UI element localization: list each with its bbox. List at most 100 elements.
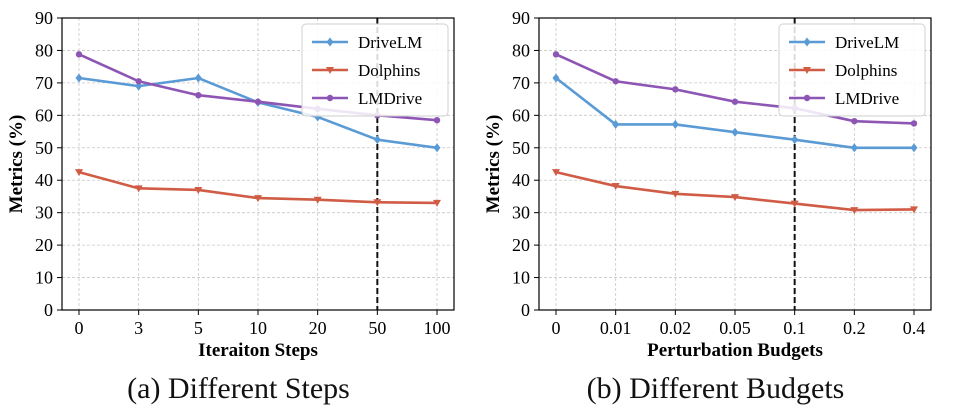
budgets-legend: DriveLM Dolphins LMDrive bbox=[778, 23, 926, 117]
budgets-legend-label: DriveLM bbox=[835, 33, 899, 52]
steps-y-axis-label: Metrics (%) bbox=[6, 115, 27, 214]
steps-legend-marker bbox=[326, 67, 334, 74]
budgets-xtick-label: 0.2 bbox=[843, 318, 866, 338]
budgets-ytick-label: 0 bbox=[521, 300, 530, 320]
steps-ytick-label: 90 bbox=[35, 8, 53, 28]
budgets-xtick-label: 0.02 bbox=[660, 318, 692, 338]
budgets-legend-box bbox=[778, 23, 926, 117]
steps-point-lmdrive bbox=[135, 78, 142, 85]
chart-steps: 0 10 20 30 40 50 60 70 80 90 0 3 5 10 20 50 100 Iteraiton… bbox=[6, 8, 455, 361]
steps-legend-marker bbox=[326, 94, 334, 102]
budgets-xtick-label: 0.1 bbox=[783, 318, 806, 338]
steps-point-drivelm bbox=[75, 73, 83, 83]
budgets-x-axis-label: Perturbation Budgets bbox=[647, 340, 823, 361]
budgets-point-dolphins bbox=[671, 190, 680, 198]
steps-point-drivelm bbox=[373, 135, 381, 145]
steps-ytick-label: 10 bbox=[35, 268, 53, 288]
steps-xtick-label: 50 bbox=[368, 318, 386, 338]
budgets-legend-marker bbox=[803, 67, 811, 74]
steps-ytick-label: 50 bbox=[35, 138, 53, 158]
caption-steps: (a) Different Steps bbox=[127, 372, 350, 405]
steps-xtick-label: 20 bbox=[309, 318, 327, 338]
steps-point-dolphins bbox=[254, 195, 262, 203]
caption-budgets: (b) Different Budgets bbox=[586, 372, 845, 405]
budgets-ytick-label: 80 bbox=[512, 40, 530, 60]
steps-ytick-label: 0 bbox=[44, 300, 53, 320]
steps-legend-label: Dolphins bbox=[358, 61, 420, 80]
steps-ytick-label: 70 bbox=[35, 73, 53, 93]
budgets-ytick-label: 10 bbox=[512, 268, 530, 288]
budgets-xtick-label: 0.4 bbox=[903, 318, 926, 338]
budgets-ytick-label: 30 bbox=[512, 203, 530, 223]
steps-point-dolphins bbox=[433, 199, 441, 207]
chart-panel-budgets: 0 10 20 30 40 50 60 70 80 90 0 0.01 0.02 0.05 0.1 0.2 0.… bbox=[477, 0, 954, 415]
steps-point-lmdrive bbox=[75, 51, 83, 58]
chart-panel-steps: 0 10 20 30 40 50 60 70 80 90 0 3 5 10 20 50 100 Iteraiton… bbox=[6, 8, 455, 405]
steps-ytick-label: 30 bbox=[35, 203, 53, 223]
budgets-ytick-label: 40 bbox=[512, 170, 530, 190]
budgets-point-lmdrive bbox=[612, 78, 619, 85]
budgets-point-dolphins bbox=[910, 206, 918, 214]
steps-xtick-label: 10 bbox=[249, 318, 267, 338]
budgets-xtick-label: 0.05 bbox=[719, 318, 751, 338]
budgets-point-dolphins bbox=[790, 200, 799, 208]
budgets-legend-marker bbox=[803, 94, 811, 102]
steps-xtick-label: 3 bbox=[134, 318, 143, 338]
budgets-point-lmdrive bbox=[910, 120, 918, 127]
budgets-point-drivelm bbox=[910, 143, 918, 153]
budgets-series-drivelm bbox=[552, 73, 918, 153]
budgets-point-lmdrive bbox=[552, 51, 560, 58]
budgets-point-dolphins bbox=[850, 207, 859, 215]
budgets-ytick-label: 90 bbox=[512, 8, 530, 28]
budgets-point-dolphins bbox=[552, 169, 560, 177]
budgets-y-axis-label: Metrics (%) bbox=[483, 115, 504, 214]
steps-point-lmdrive bbox=[433, 117, 441, 124]
steps-point-dolphins bbox=[75, 169, 83, 177]
steps-xtick-label: 100 bbox=[424, 318, 451, 338]
steps-x-axis-label: Iteraiton Steps bbox=[198, 340, 318, 361]
budgets-point-drivelm bbox=[731, 127, 739, 137]
budgets-point-drivelm bbox=[612, 119, 620, 129]
steps-xtick-label: 5 bbox=[194, 318, 203, 338]
steps-point-dolphins bbox=[373, 199, 382, 207]
steps-point-lmdrive bbox=[254, 98, 262, 105]
steps-xtick-label: 0 bbox=[75, 318, 84, 338]
budgets-xtick-label: 0.01 bbox=[600, 318, 632, 338]
steps-ytick-label: 20 bbox=[35, 235, 53, 255]
budgets-point-drivelm bbox=[671, 119, 679, 129]
budgets-point-drivelm bbox=[552, 73, 560, 83]
steps-legend-marker bbox=[326, 37, 334, 47]
steps-legend-label: DriveLM bbox=[358, 33, 422, 52]
budgets-series-dolphins bbox=[552, 169, 918, 215]
budgets-point-lmdrive bbox=[672, 86, 679, 93]
steps-point-dolphins bbox=[313, 196, 322, 204]
budgets-point-dolphins bbox=[611, 183, 620, 191]
budgets-point-lmdrive bbox=[731, 98, 739, 105]
budgets-point-dolphins bbox=[731, 194, 739, 202]
steps-point-dolphins bbox=[134, 185, 143, 193]
steps-legend: DriveLM Dolphins LMDrive bbox=[301, 23, 449, 117]
budgets-ytick-label: 50 bbox=[512, 138, 530, 158]
steps-ytick-label: 40 bbox=[35, 170, 53, 190]
chart-budgets: 0 10 20 30 40 50 60 70 80 90 0 0.01 0.02 0.05 0.1 0.2 0.… bbox=[483, 8, 932, 361]
steps-point-drivelm bbox=[194, 73, 202, 83]
budgets-ytick-label: 70 bbox=[512, 73, 530, 93]
steps-legend-label: LMDrive bbox=[358, 89, 422, 108]
budgets-point-drivelm bbox=[791, 135, 799, 145]
steps-ytick-label: 60 bbox=[35, 105, 53, 125]
budgets-series-lmdrive bbox=[552, 51, 918, 127]
budgets-point-drivelm bbox=[850, 143, 858, 153]
budgets-ytick-label: 60 bbox=[512, 105, 530, 125]
budgets-legend-label: Dolphins bbox=[835, 61, 897, 80]
steps-series-dolphins bbox=[75, 169, 441, 207]
steps-point-lmdrive bbox=[195, 92, 202, 99]
steps-point-dolphins bbox=[194, 186, 203, 194]
steps-legend-box bbox=[301, 23, 449, 117]
steps-ytick-label: 80 bbox=[35, 40, 53, 60]
budgets-ytick-label: 20 bbox=[512, 235, 530, 255]
budgets-legend-marker bbox=[803, 37, 811, 47]
budgets-legend-label: LMDrive bbox=[835, 89, 899, 108]
steps-point-drivelm bbox=[433, 143, 441, 153]
budgets-point-lmdrive bbox=[851, 117, 858, 125]
budgets-xtick-label: 0 bbox=[552, 318, 561, 338]
